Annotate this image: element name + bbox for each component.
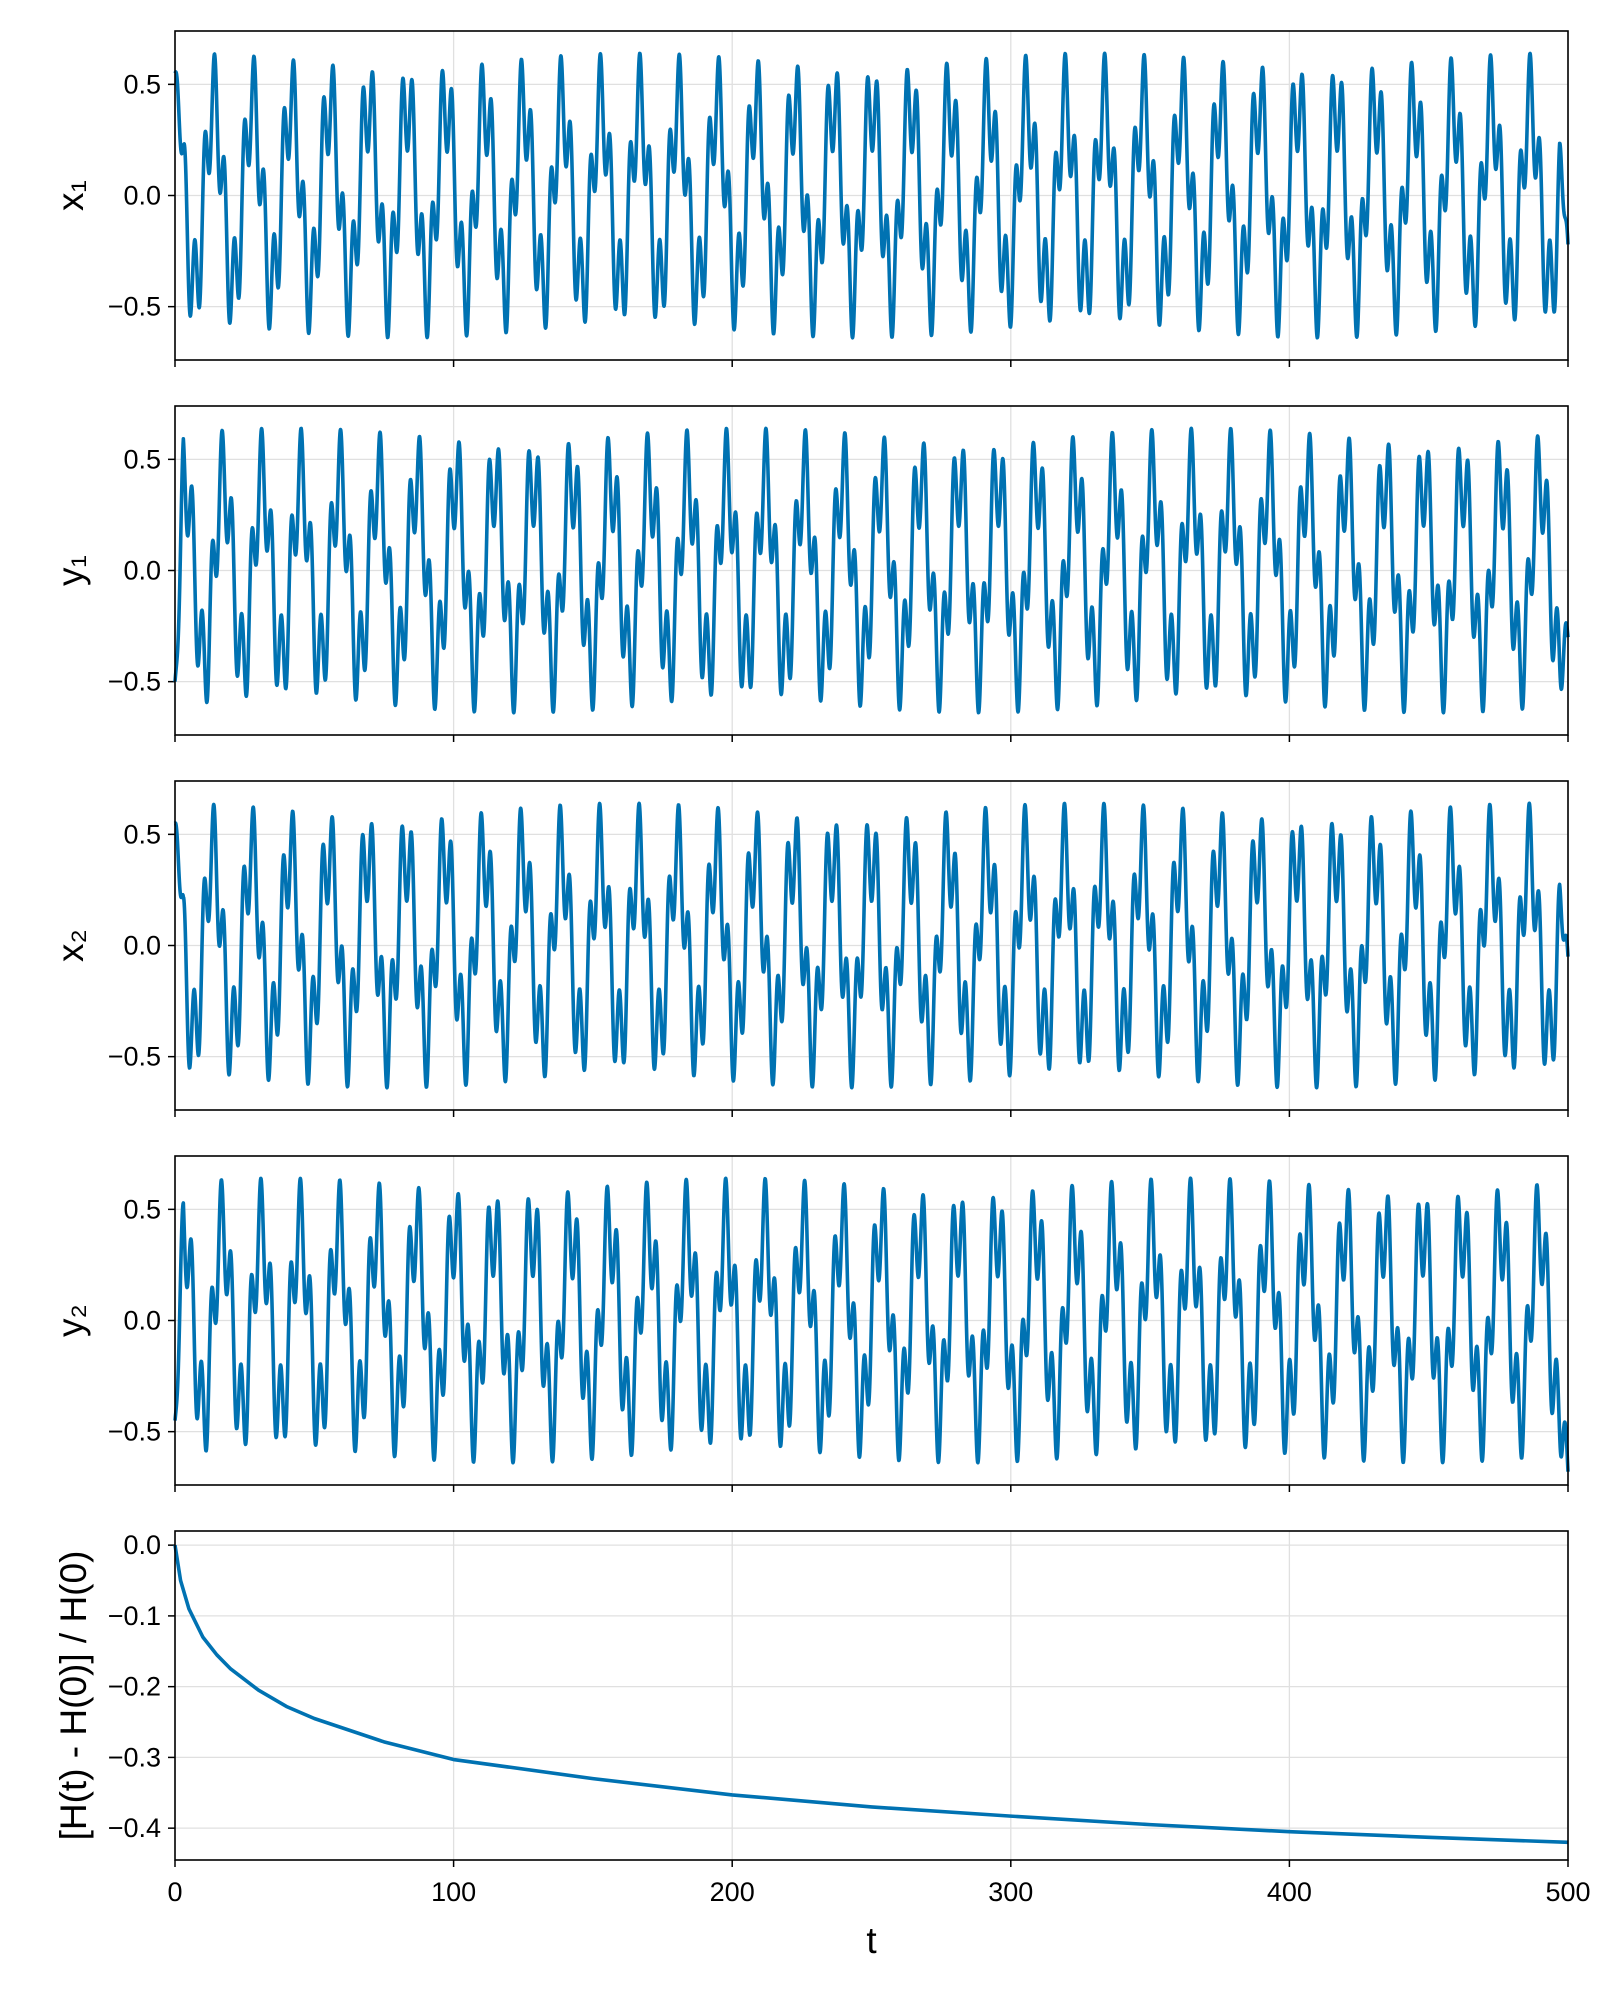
x-tick-label-3: 300: [988, 1877, 1033, 1907]
panel-2: 0.5 0.0 −0.5 y₁: [50, 405, 1570, 742]
series-line-3: [173, 801, 1570, 1090]
plot-frame-5: [174, 1530, 1569, 1861]
y-tick-label-1-2: −0.5: [108, 292, 161, 322]
x-tick-label-5: 500: [1545, 1877, 1590, 1907]
y-tick-label-1-1: 0.0: [123, 181, 161, 211]
y-tick-label-2-0: 0.5: [123, 444, 161, 474]
series-line-5: [173, 1544, 1569, 1845]
y-axis-label-2: y₁: [50, 555, 91, 586]
series-line-2: [173, 426, 1570, 715]
y-tick-label-3-0: 0.5: [123, 819, 161, 849]
y-tick-label-3-1: 0.0: [123, 931, 161, 961]
y-tick-label-4-0: 0.5: [123, 1194, 161, 1224]
y-axis-label-3: x₂: [50, 929, 91, 962]
y-tick-label-3-2: −0.5: [108, 1042, 161, 1072]
y-tick-label-2-1: 0.0: [123, 556, 161, 586]
series-line-4: [173, 1176, 1570, 1472]
panel-5: 0.0 −0.1 −0.2 −0.3 −0.4 [H(t) - H(0)] / H(0) 0…: [53, 1530, 1591, 1961]
y-tick-label-5-3: −0.3: [108, 1742, 161, 1772]
y-tick-label-5-0: 0.0: [123, 1530, 161, 1560]
y-axis-label-5: [H(t) - H(0)] / H(0): [53, 1551, 94, 1841]
y-tick-label-5-2: −0.2: [108, 1672, 161, 1702]
y-tick-label-4-1: 0.0: [123, 1306, 161, 1336]
x-axis-label: t: [866, 1920, 877, 1961]
panel-1: 0.5 0.0 −0.5 x₁: [50, 30, 1570, 367]
y-tick-label-5-1: −0.1: [108, 1601, 161, 1631]
y-tick-label-1-0: 0.5: [123, 69, 161, 99]
plot-frame-2: [174, 405, 1569, 736]
y-axis-label-4: y₂: [50, 1304, 91, 1337]
y-axis-label-1: x₁: [50, 180, 91, 211]
x-tick-label-2: 200: [710, 1877, 755, 1907]
panel-3: 0.5 0.0 −0.5 x₂: [50, 780, 1570, 1117]
plot-frame-4: [174, 1155, 1569, 1486]
plot-frame-1: [174, 30, 1569, 361]
plot-frame-3: [174, 780, 1569, 1111]
panel-4: 0.5 0.0 −0.5 y₂: [50, 1155, 1570, 1492]
series-line-1: [173, 51, 1570, 340]
y-tick-label-2-2: −0.5: [108, 667, 161, 697]
x-tick-label-0: 0: [167, 1877, 182, 1907]
x-tick-label-4: 400: [1267, 1877, 1312, 1907]
x-tick-label-1: 100: [431, 1877, 476, 1907]
y-tick-label-4-2: −0.5: [108, 1417, 161, 1447]
y-tick-label-5-4: −0.4: [108, 1813, 161, 1843]
